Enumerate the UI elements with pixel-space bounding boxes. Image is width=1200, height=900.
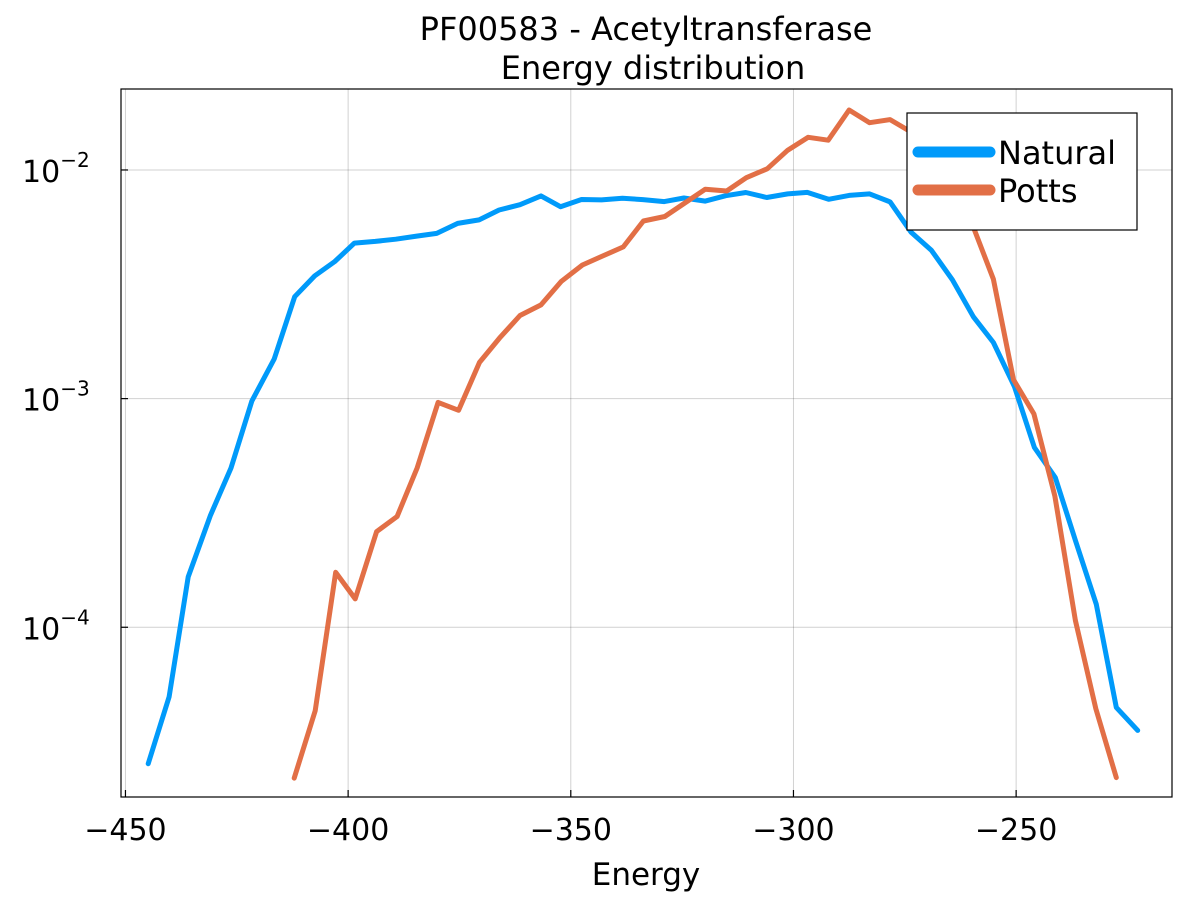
x-tick-label: −400 xyxy=(307,813,389,848)
x-tick-label: −450 xyxy=(84,813,166,848)
legend-label-potts: Potts xyxy=(998,172,1078,210)
series-line-potts xyxy=(291,107,1119,781)
chart-subtitle: Energy distribution xyxy=(501,49,806,87)
y-ticks: 10−4 10−3 10−2 xyxy=(22,148,128,647)
x-ticks: −450 −400 −350 −300 −250 xyxy=(84,790,1057,848)
plot-area: −450 −400 −350 −300 −250 10−4 10−3 10−2 xyxy=(22,88,1173,848)
x-gridlines xyxy=(124,89,1017,797)
x-axis-label: Energy xyxy=(592,857,701,893)
series-lines xyxy=(145,107,1141,781)
y-tick-label: 10−2 xyxy=(22,148,90,190)
plot-frame xyxy=(120,88,1173,798)
x-tick-label: −300 xyxy=(752,813,834,848)
y-tick-label: 10−3 xyxy=(22,377,90,419)
y-tick-label: 10−4 xyxy=(22,605,90,647)
x-tick-label: −350 xyxy=(530,813,612,848)
legend-label-natural: Natural xyxy=(998,134,1116,172)
legend-box xyxy=(906,112,1138,231)
y-gridlines xyxy=(121,169,1172,628)
x-tick-label: −250 xyxy=(975,813,1057,848)
chart-title: PF00583 - Acetyltransferase xyxy=(420,10,873,48)
series-line-natural xyxy=(145,189,1141,767)
